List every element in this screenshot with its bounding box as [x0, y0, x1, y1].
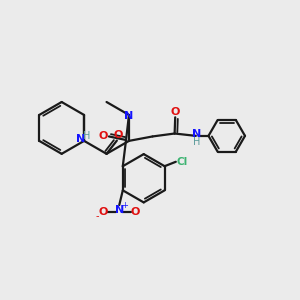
Text: -: - [96, 211, 99, 221]
Text: Cl: Cl [176, 157, 187, 167]
Text: N: N [192, 129, 201, 140]
Text: H: H [193, 137, 200, 147]
Text: O: O [113, 130, 122, 140]
Text: O: O [170, 107, 180, 117]
Text: O: O [98, 206, 108, 217]
Text: N: N [115, 205, 124, 215]
Text: N: N [76, 134, 85, 144]
Text: O: O [99, 131, 108, 141]
Text: O: O [131, 206, 140, 217]
Text: H: H [83, 130, 90, 141]
Text: N: N [124, 111, 134, 122]
Text: +: + [121, 201, 128, 210]
